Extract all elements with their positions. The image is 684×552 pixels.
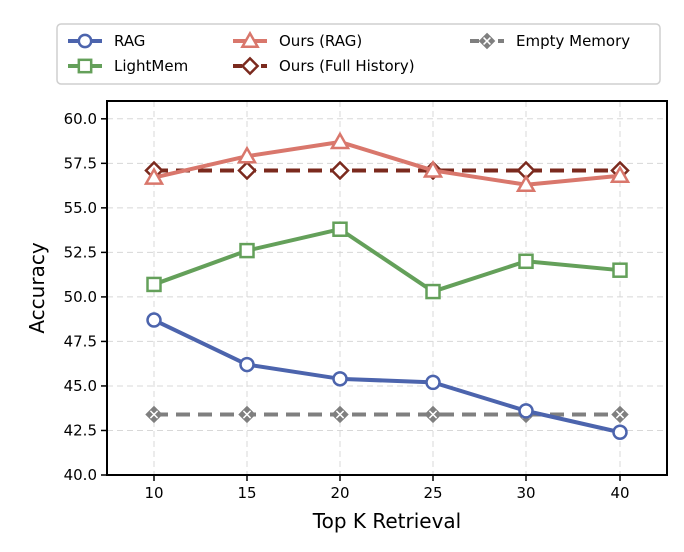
legend-label: RAG — [114, 32, 145, 50]
data-point — [425, 374, 441, 391]
x-tick-label: 40 — [610, 484, 629, 502]
series-ours-full-history — [144, 160, 630, 181]
data-point — [478, 32, 496, 50]
series-empty-memory — [145, 405, 629, 424]
data-point — [425, 283, 441, 300]
data-point — [612, 262, 628, 278]
series-line — [153, 318, 621, 435]
legend-item: Ours (RAG) — [233, 30, 362, 50]
data-point — [236, 145, 258, 164]
x-tick-label: 15 — [237, 484, 256, 502]
data-point — [422, 159, 444, 178]
y-tick-label: 42.5 — [64, 421, 97, 439]
y-tick-label: 57.5 — [64, 154, 97, 172]
data-point — [146, 276, 162, 293]
data-point — [77, 33, 93, 49]
data-point — [240, 56, 260, 76]
data-point — [239, 242, 255, 259]
data-point — [145, 405, 163, 424]
x-axis-title: Top K Retrieval — [312, 509, 461, 533]
y-tick-label: 52.5 — [64, 243, 97, 261]
data-point — [239, 356, 255, 373]
legend-item: Ours (Full History) — [233, 56, 415, 76]
y-tick-label: 50.0 — [64, 288, 97, 306]
data-point — [329, 131, 351, 150]
data-point — [332, 221, 348, 237]
data-point — [237, 160, 257, 181]
x-tick-label: 10 — [144, 484, 163, 502]
x-tick-label: 30 — [516, 484, 535, 502]
axes: 40.0 42.5 45.0 47.5 50.0 52.5 55.0 57.5 60.0 10 15… — [64, 110, 630, 502]
y-axis-title: Accuracy — [25, 242, 49, 333]
x-tick-label: 20 — [330, 484, 349, 502]
data-point — [611, 405, 629, 424]
data-point — [518, 403, 534, 419]
legend-label: Empty Memory — [516, 32, 630, 50]
series-line — [153, 139, 621, 187]
y-tick-label: 47.5 — [64, 332, 97, 350]
series-layer — [143, 131, 631, 441]
legend-label: LightMem — [114, 57, 188, 75]
y-tick-label: 55.0 — [64, 199, 97, 217]
series-lightmem — [146, 221, 628, 300]
legend-item: RAG — [68, 32, 145, 50]
data-point — [331, 405, 349, 424]
data-point — [146, 312, 162, 328]
legend: RAG LightMem Ours (RAG) Ours (Full History)… — [56, 23, 661, 85]
legend-item: LightMem — [68, 57, 188, 75]
data-point — [515, 174, 537, 192]
data-point — [238, 405, 256, 424]
data-point — [240, 30, 260, 48]
legend-label: Ours (RAG) — [279, 32, 362, 50]
data-point — [77, 58, 93, 74]
data-point — [609, 165, 631, 184]
series-ours-rag — [143, 131, 631, 192]
y-tick-label: 60.0 — [64, 110, 97, 128]
legend-label: Ours (Full History) — [279, 57, 415, 75]
data-point — [518, 253, 534, 270]
data-point — [330, 160, 350, 181]
legend-box — [56, 23, 661, 85]
data-point — [332, 371, 348, 387]
data-point — [143, 167, 165, 185]
series-rag — [146, 312, 628, 441]
plot-frame — [106, 100, 668, 476]
series-line — [153, 227, 621, 294]
data-point — [612, 424, 628, 441]
x-tick-label: 25 — [423, 484, 442, 502]
y-tick-label: 45.0 — [64, 377, 97, 395]
data-point — [424, 405, 442, 424]
y-tick-label: 40.0 — [64, 466, 97, 484]
legend-item: Empty Memory — [470, 32, 630, 50]
